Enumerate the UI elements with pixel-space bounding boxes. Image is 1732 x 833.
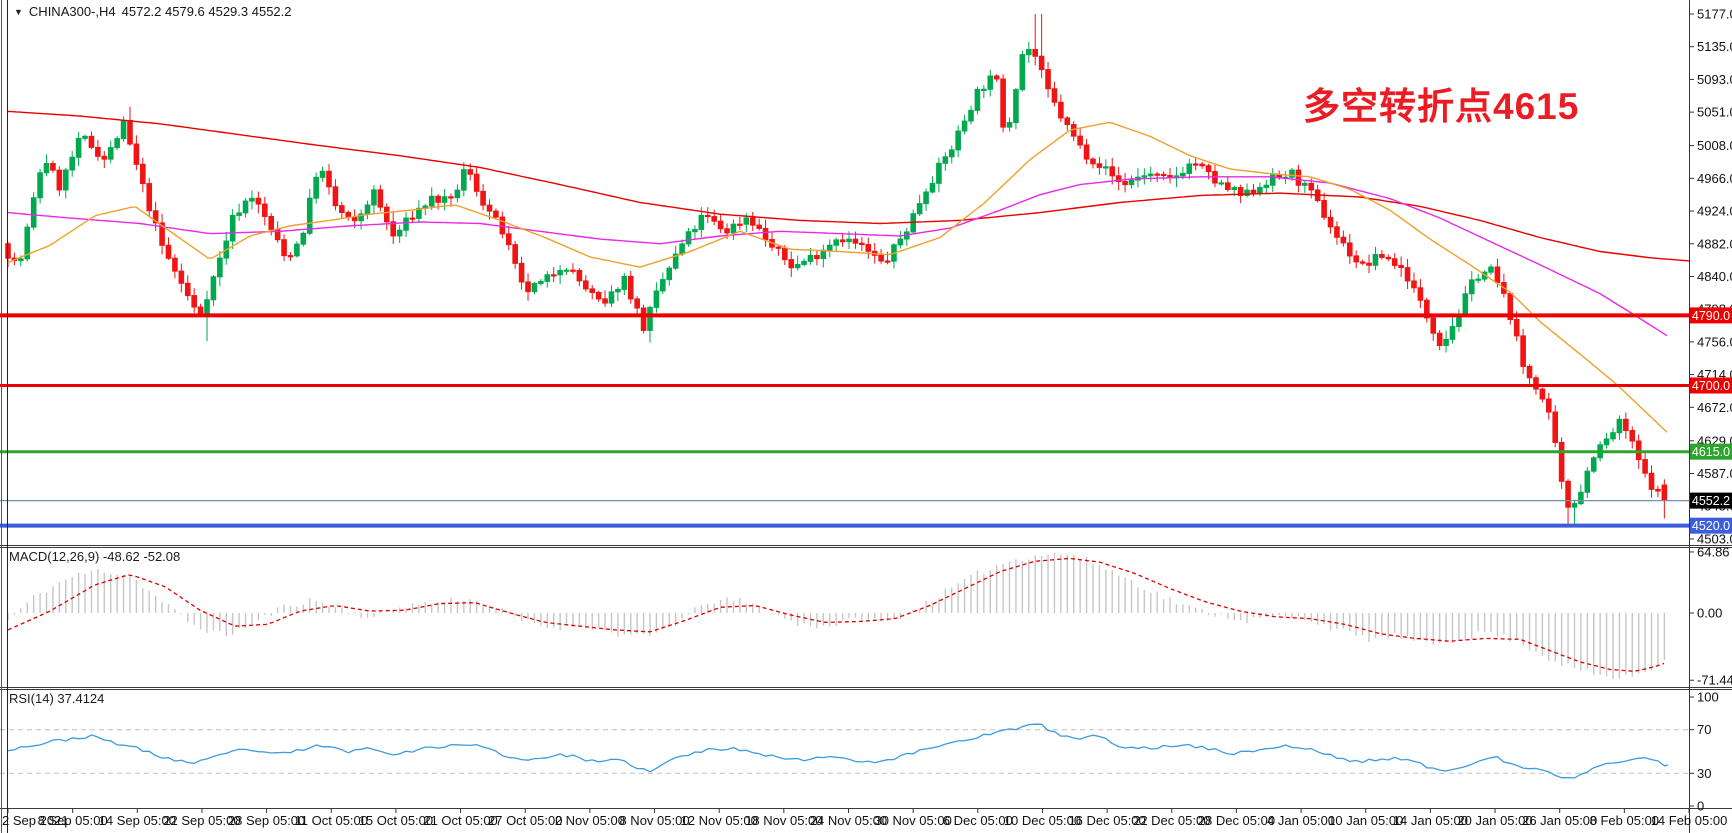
macd-signal-line [7, 557, 1665, 672]
price-tick-label: 4672.0 [1697, 400, 1732, 415]
chart-title: ▼ CHINA300-,H4 4572.2 4579.6 4529.3 4552… [14, 4, 292, 19]
time-tick-label: 26 Jan 05:00 [1522, 813, 1597, 828]
horizontal-levels-layer [0, 313, 1689, 528]
fast-ma-orange [7, 121, 1668, 433]
time-tick-label: 16 Dec 05:00 [1068, 813, 1145, 828]
price-tick-label: 4840.0 [1697, 269, 1732, 284]
price-badge-label: 4615.0 [1692, 445, 1730, 459]
macd-indicator-label: MACD(12,26,9) -48.62 -52.08 [9, 549, 181, 564]
price-tick-label: 4882.0 [1697, 236, 1732, 251]
rsi-indicator-label: RSI(14) 37.4124 [9, 691, 105, 706]
rsi-tick-label: 100 [1697, 690, 1719, 705]
price-tick-label: 4924.0 [1697, 204, 1732, 219]
time-tick-label: 20 Jan 05:00 [1457, 813, 1532, 828]
time-tick-label: 4 Jan 05:00 [1267, 813, 1335, 828]
time-tick-label: 22 Dec 05:00 [1133, 813, 1210, 828]
price-tick-label: 4587.0 [1697, 466, 1732, 481]
price-tick-label: 4756.0 [1697, 334, 1732, 349]
price-badge-label: 4520.0 [1692, 519, 1730, 533]
time-tick-label: 24 Nov 05:00 [810, 813, 887, 828]
rsi-axis: 100 70 30 0 [1689, 690, 1719, 814]
time-tick-label: 21 Oct 05:00 [423, 813, 497, 828]
price-tick-label: 4503.0 [1697, 531, 1732, 546]
time-tick-label: 14 Jan 05:00 [1393, 813, 1468, 828]
rsi-tick-label: 30 [1697, 766, 1711, 781]
price-axis: 5177.0 5135.0 5093.0 5051.0 5008.0 4966.0 4924… [1689, 7, 1732, 546]
annotation-text: 多空转折点4615 [1303, 86, 1580, 127]
price-tick-label: 5051.0 [1697, 105, 1732, 120]
macd-tick-label: -71.44 [1697, 673, 1732, 688]
time-tick-label: 2 Nov 05:00 [555, 813, 625, 828]
symbol-dropdown-icon[interactable]: ▼ [14, 6, 23, 17]
time-tick-label: 14 Feb 05:00 [1651, 813, 1728, 828]
time-tick-label: 28 Sep 05:00 [228, 813, 305, 828]
symbol-period-label: CHINA300-,H4 [28, 4, 116, 19]
macd-axis: 64.86 0.00 -71.44 [1689, 544, 1732, 688]
time-tick-label: 28 Dec 05:00 [1198, 813, 1275, 828]
price-badge-label: 4700.0 [1692, 379, 1730, 393]
rsi-panel [0, 723, 1689, 779]
slow-ma-red [7, 110, 1690, 262]
time-tick-label: 10 Dec 05:00 [1004, 813, 1081, 828]
time-tick-label: 6 Dec 05:00 [943, 813, 1013, 828]
time-tick-label: 10 Jan 05:00 [1328, 813, 1403, 828]
rsi-line [7, 723, 1669, 779]
ohlc-readout: 4572.2 4579.6 4529.3 4552.2 [121, 4, 292, 19]
price-badges: 4790.0 4700.0 4615.0 4520.0 4552.2 [1690, 307, 1732, 534]
macd-tick-label: 0.00 [1697, 606, 1722, 621]
moving-averages-layer [7, 110, 1690, 433]
medium-ma-magenta [7, 176, 1668, 337]
price-tick-label: 5008.0 [1697, 138, 1732, 153]
time-tick-label: 30 Nov 05:00 [874, 813, 951, 828]
time-tick-label: 15 Oct 05:00 [359, 813, 433, 828]
time-tick-label: 14 Sep 05:00 [99, 813, 176, 828]
price-tick-label: 5093.0 [1697, 72, 1732, 87]
time-tick-label: 8 Sep 05:00 [38, 813, 108, 828]
time-tick-label: 8 Nov 05:00 [619, 813, 689, 828]
candles-layer [5, 14, 1668, 525]
time-tick-label: 2 Sep 2021 [2, 813, 69, 828]
price-tick-label: 4966.0 [1697, 171, 1732, 186]
time-tick-label: 18 Nov 05:00 [745, 813, 822, 828]
time-tick-label: 8 Feb 05:00 [1590, 813, 1659, 828]
time-tick-label: 11 Oct 05:00 [295, 813, 368, 828]
time-tick-label: 12 Nov 05:00 [681, 813, 758, 828]
time-tick-label: 22 Sep 05:00 [163, 813, 240, 828]
rsi-tick-label: 70 [1697, 722, 1711, 737]
price-tick-label: 5135.0 [1697, 39, 1732, 54]
macd-panel [7, 552, 1666, 680]
price-badge-label: 4552.2 [1692, 494, 1730, 508]
macd-tick-label: 64.86 [1697, 544, 1730, 559]
rsi-tick-label: 0 [1697, 799, 1704, 814]
price-badge-label: 4790.0 [1692, 309, 1730, 323]
price-tick-label: 5177.0 [1697, 7, 1732, 22]
time-tick-label: 27 Oct 05:00 [488, 813, 562, 828]
